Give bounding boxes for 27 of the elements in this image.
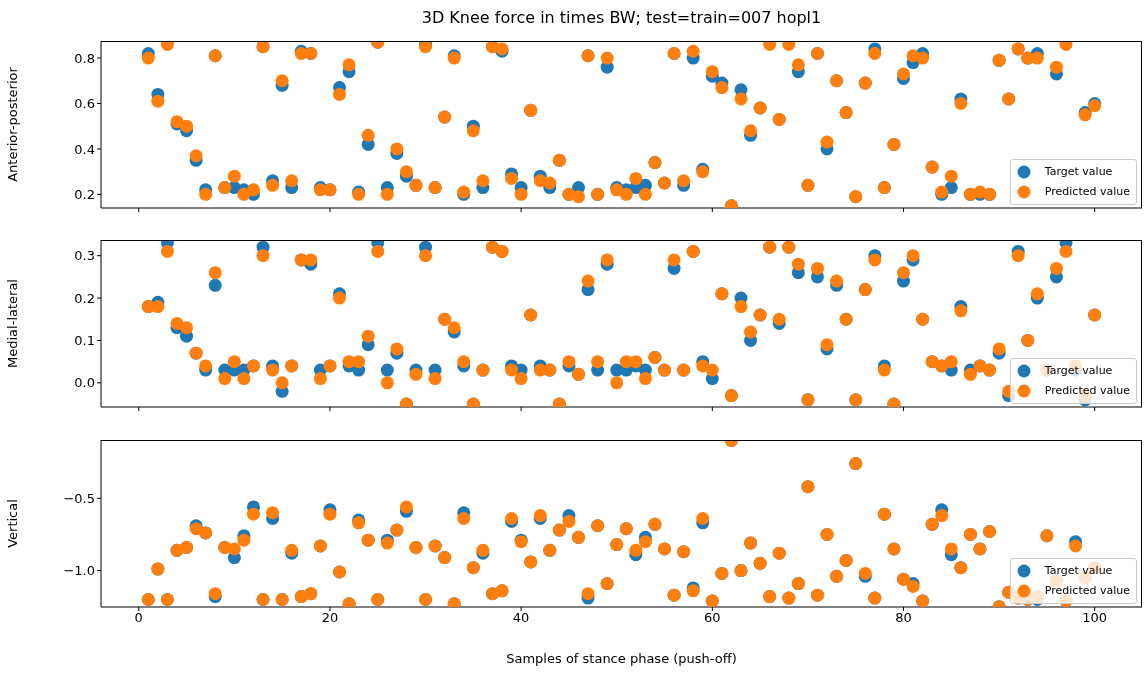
y-tick-label: 0.0: [74, 375, 95, 391]
y-tick-label: 0.3: [74, 248, 95, 264]
y-tick-label: −1.0: [63, 563, 95, 579]
y-axis-title: Anterior-posterior: [4, 66, 20, 182]
legend-label: Target value: [1044, 563, 1113, 579]
y-tick-label: 0.8: [74, 50, 95, 66]
x-tick-label: 0: [134, 610, 143, 626]
legend-label: Predicted value: [1044, 184, 1130, 200]
legend-label: Predicted value: [1044, 583, 1130, 599]
y-tick-label: 0.1: [74, 333, 95, 349]
y-axis-title: Medial-lateral: [4, 279, 20, 368]
x-axis-title: Samples of stance phase (push-off): [506, 651, 737, 666]
x-tick-label: 80: [895, 610, 912, 626]
y-tick-label: −0.5: [63, 490, 95, 506]
x-tick-label: 20: [321, 610, 339, 626]
y-axis-title: Vertical: [4, 499, 20, 548]
chart-title: 3D Knee force in times BW; test=train=007 hopl1: [420, 8, 823, 27]
legend-label: Target value: [1044, 164, 1113, 180]
x-tick-label: 100: [1082, 610, 1108, 626]
x-tick-label: 40: [512, 610, 530, 626]
y-tick-label: 0.2: [74, 186, 95, 202]
y-tick-label: 0.6: [74, 96, 95, 112]
legend-label: Target value: [1044, 363, 1113, 379]
legend-label: Predicted value: [1044, 383, 1130, 399]
x-tick-label: 60: [704, 610, 721, 626]
y-tick-label: 0.4: [74, 141, 95, 157]
y-tick-label: 0.2: [74, 290, 95, 306]
